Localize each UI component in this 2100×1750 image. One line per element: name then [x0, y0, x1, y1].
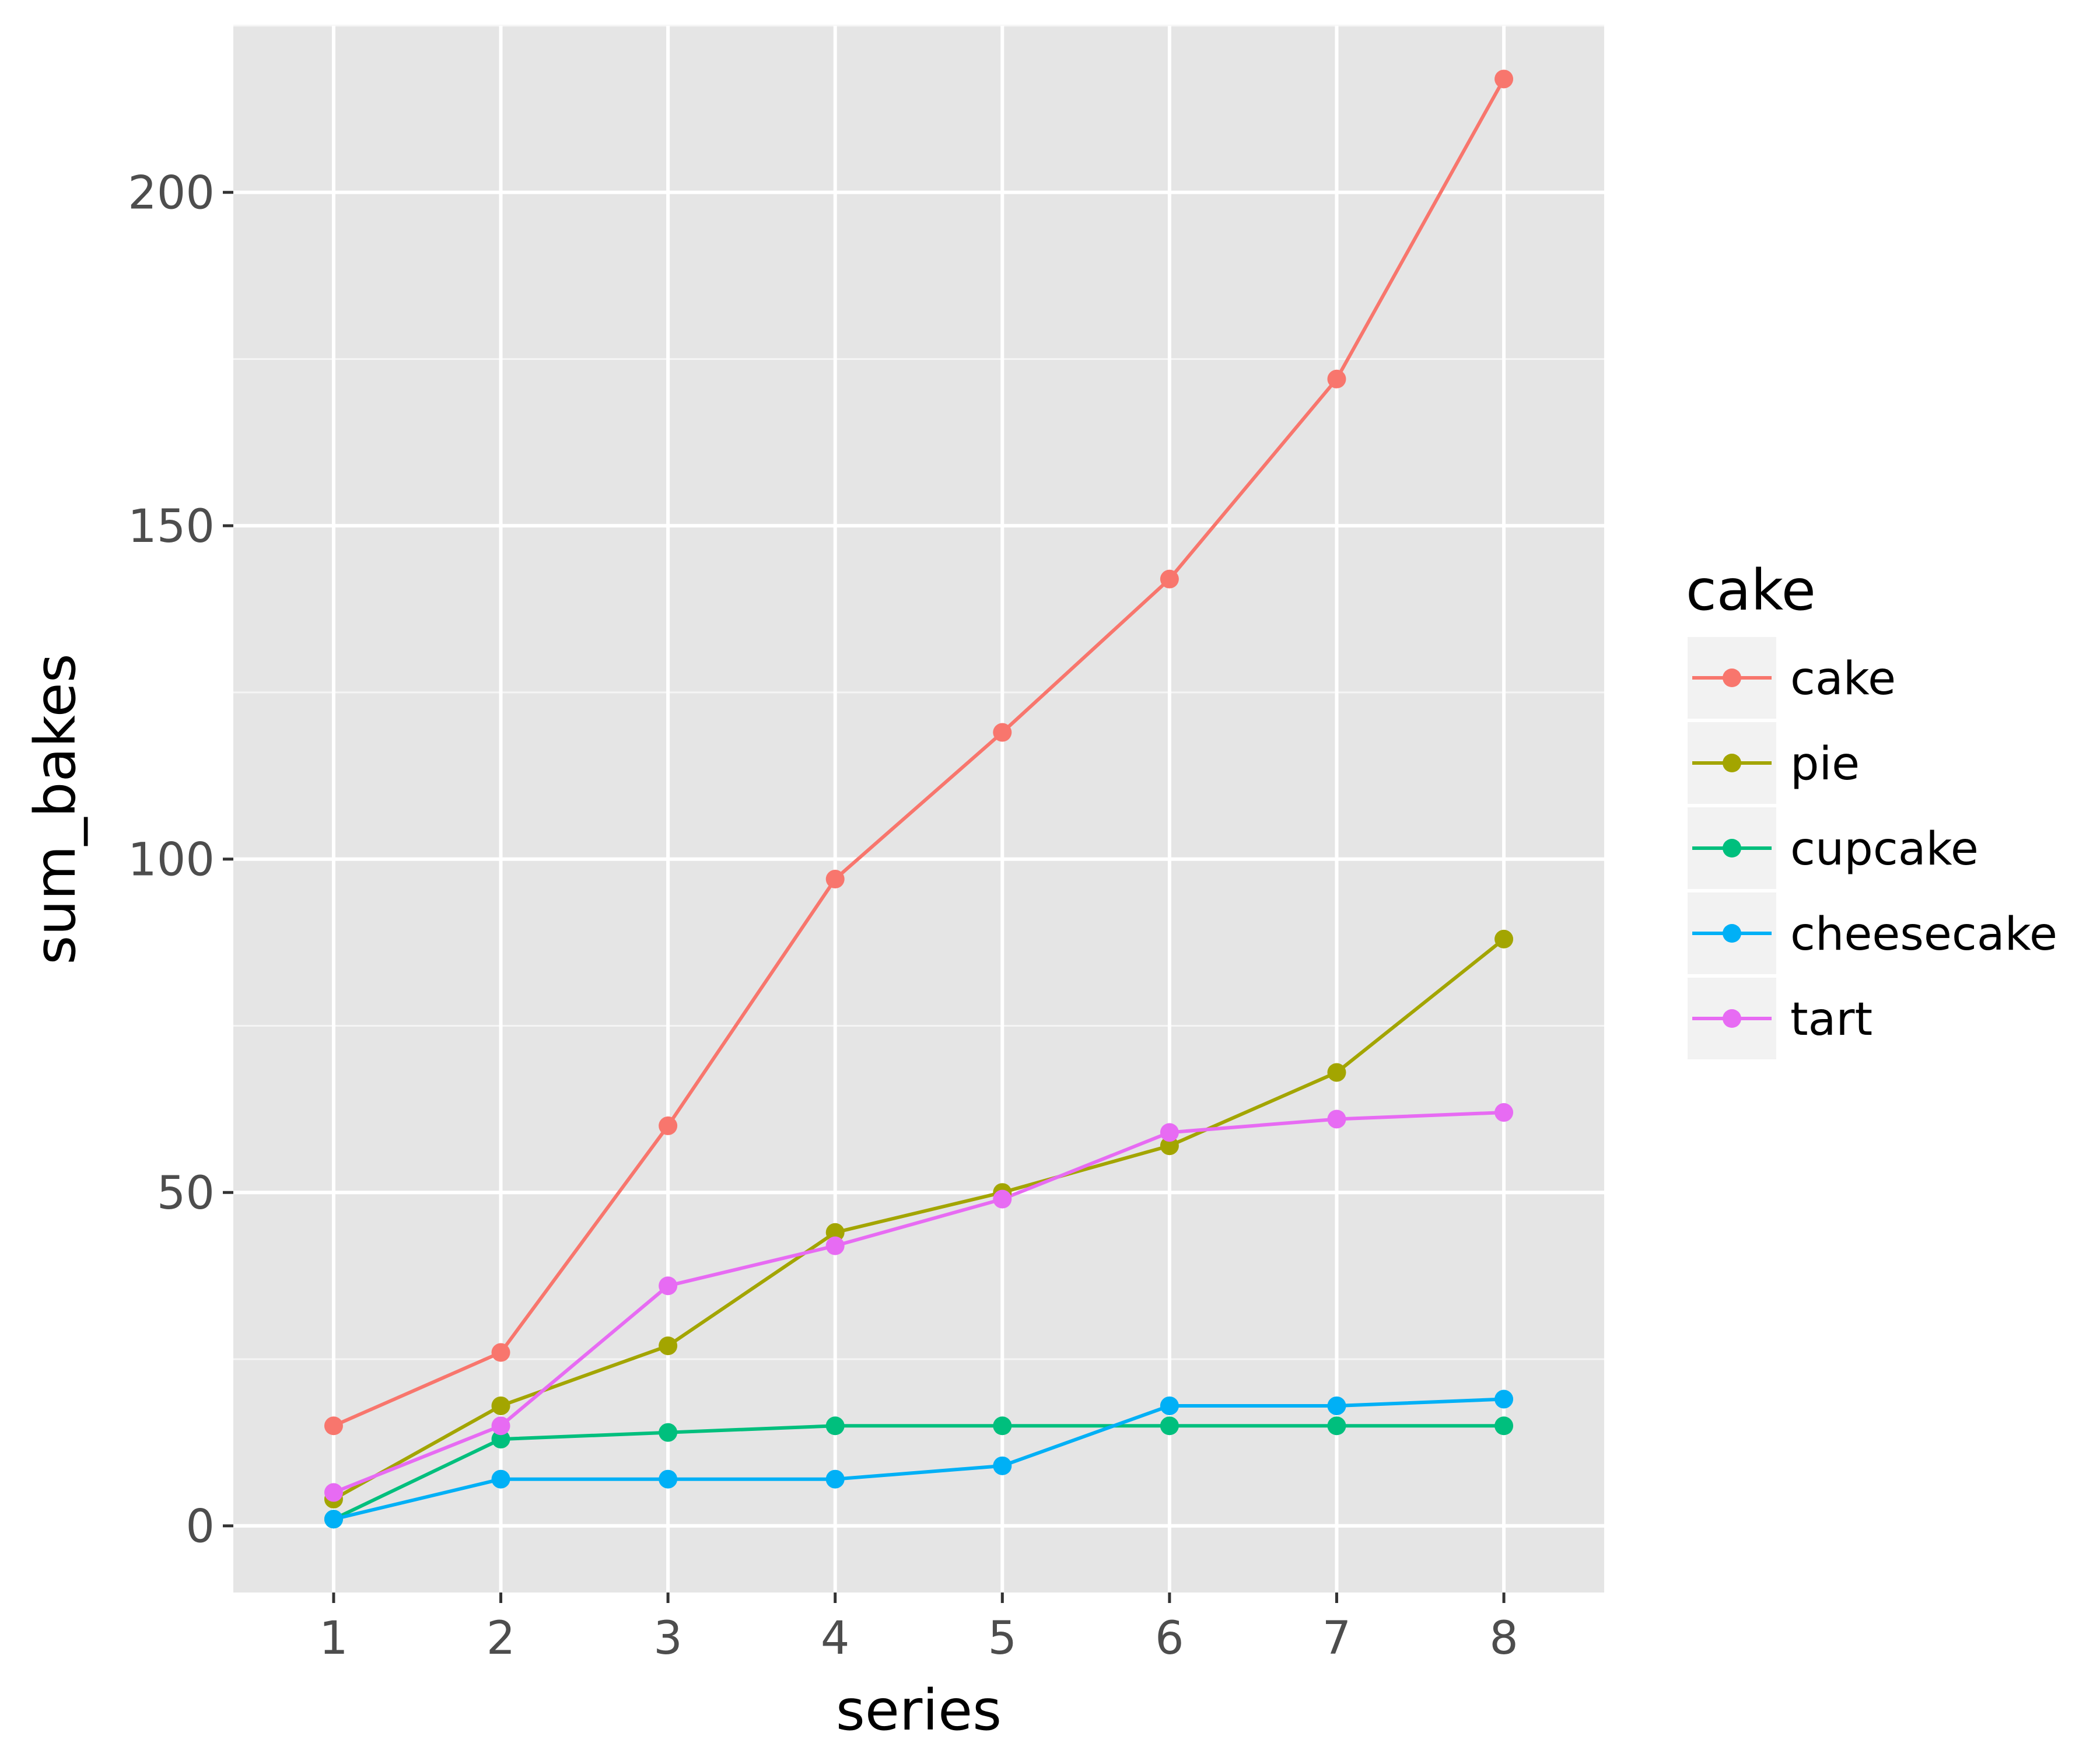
data-point-cheesecake: [491, 1469, 510, 1489]
data-point-tart: [491, 1416, 510, 1436]
data-point-tart: [324, 1483, 343, 1502]
y-tick-label: 100: [128, 834, 215, 887]
data-point-cake: [1160, 569, 1179, 589]
data-point-cheesecake: [1160, 1396, 1179, 1415]
data-point-tart: [659, 1276, 678, 1296]
x-tick-label: 7: [1322, 1612, 1352, 1665]
series-line-pie: [332, 937, 1505, 1501]
data-point-cheesecake: [825, 1469, 845, 1489]
data-point-cupcake: [993, 1416, 1012, 1436]
data-point-pie: [1160, 1136, 1179, 1156]
legend-key-point: [1723, 668, 1741, 687]
legend-key-point: [1723, 839, 1741, 858]
data-point-pie: [825, 1223, 845, 1242]
data-point-pie: [491, 1396, 510, 1415]
legend-label-pie: pie: [1790, 738, 1860, 790]
x-axis: 1 2 3 4 5 6 7 8: [319, 1592, 1518, 1665]
legend: cake cake pie cupcake cheesecake tart: [1686, 558, 2057, 1059]
y-axis-title: sum_bakes: [23, 653, 88, 964]
panel-background: [233, 26, 1604, 1592]
data-point-cupcake: [1327, 1416, 1346, 1436]
data-point-cupcake: [825, 1416, 845, 1436]
data-point-cake: [659, 1116, 678, 1135]
data-point-cake: [491, 1343, 510, 1362]
data-point-cheesecake: [659, 1469, 678, 1489]
data-point-cheesecake: [324, 1510, 343, 1529]
legend-label-tart: tart: [1790, 993, 1873, 1046]
y-tick-label: 200: [128, 167, 215, 220]
series-line-tart: [332, 1111, 1504, 1494]
data-point-cake: [993, 723, 1012, 742]
legend-label-cupcake: cupcake: [1790, 823, 1979, 876]
x-tick-label: 3: [653, 1612, 682, 1665]
data-point-tart: [1327, 1110, 1346, 1129]
legend-title: cake: [1686, 558, 1816, 623]
series-line-cheesecake: [333, 1397, 1504, 1521]
data-point-cake: [1327, 369, 1346, 388]
data-point-cheesecake: [1327, 1396, 1346, 1415]
legend-key-point: [1723, 1009, 1741, 1028]
x-tick-label: 4: [821, 1612, 850, 1665]
data-point-pie: [1327, 1063, 1346, 1082]
series-layer: [324, 69, 1514, 1529]
x-axis-title: series: [836, 1678, 1002, 1743]
legend-label-cake: cake: [1790, 653, 1896, 705]
series-line-cupcake: [332, 1424, 1504, 1521]
y-tick-label: 50: [157, 1167, 215, 1220]
data-point-cake: [825, 870, 845, 889]
x-tick-label: 8: [1489, 1612, 1518, 1665]
data-point-pie: [1494, 929, 1514, 949]
x-tick-label: 5: [988, 1612, 1017, 1665]
legend-label-cheesecake: cheesecake: [1790, 908, 2057, 961]
x-tick-label: 1: [319, 1612, 348, 1665]
minor-gridlines: [233, 24, 1604, 1360]
data-point-cupcake: [491, 1430, 510, 1449]
data-point-cupcake: [1160, 1416, 1179, 1436]
data-point-cupcake: [659, 1423, 678, 1442]
y-tick-label: 150: [128, 501, 215, 553]
legend-key-point: [1723, 924, 1741, 943]
x-tick-label: 6: [1155, 1612, 1184, 1665]
data-point-tart: [825, 1236, 845, 1255]
data-point-cheesecake: [1494, 1390, 1514, 1409]
data-point-tart: [1494, 1103, 1514, 1122]
major-gridlines: [233, 26, 1604, 1592]
data-point-cake: [324, 1416, 343, 1436]
y-tick-label: 0: [186, 1501, 215, 1553]
data-point-cheesecake: [993, 1456, 1012, 1475]
legend-key-point: [1723, 754, 1741, 772]
data-point-tart: [993, 1189, 1012, 1209]
data-point-cake: [1494, 69, 1514, 89]
data-point-tart: [1160, 1123, 1179, 1142]
data-point-cupcake: [1494, 1416, 1514, 1436]
y-axis: 0 50 100 150 200: [128, 167, 233, 1553]
series-line-cake: [332, 78, 1506, 1428]
x-tick-label: 2: [487, 1612, 516, 1665]
data-point-pie: [659, 1336, 678, 1356]
